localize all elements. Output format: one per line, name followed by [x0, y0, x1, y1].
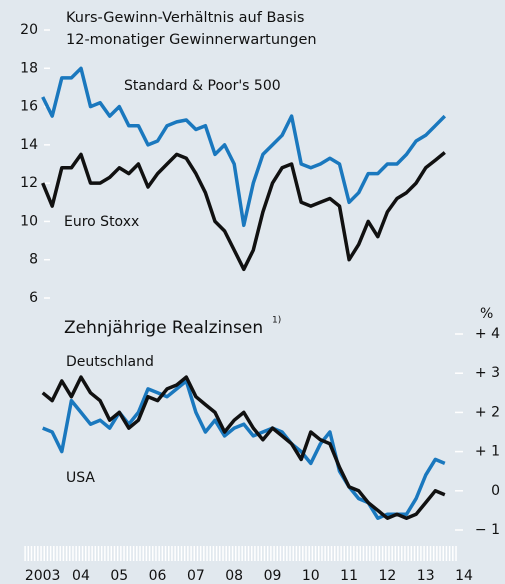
- series-line: [41, 375, 446, 520]
- x-tick-label: 06: [149, 568, 167, 584]
- x-tick-label: 08: [225, 568, 243, 584]
- series-label: Standard & Poor's 500: [124, 78, 281, 94]
- y-tick-label: 18: [20, 60, 38, 76]
- chart-title: Zehnjährige Realzinsen: [64, 318, 263, 338]
- y-tick-label: 0: [491, 483, 500, 499]
- series-line: [42, 379, 446, 520]
- chart-title: 12-monatiger Gewinnerwartungen: [66, 32, 317, 48]
- y-tick-label: − 1: [475, 522, 500, 538]
- x-tick-label: 12: [378, 568, 396, 584]
- y-tick-label: 10: [20, 213, 38, 229]
- unit-label: %: [480, 306, 493, 322]
- title-note: 1): [272, 316, 281, 326]
- x-tick-label: 10: [302, 568, 320, 584]
- y-tick-label: + 2: [475, 404, 500, 420]
- y-tick-label: 20: [20, 22, 38, 38]
- x-tick-label: 2003: [25, 568, 61, 584]
- series-label: USA: [66, 470, 95, 486]
- chart-title: Kurs-Gewinn-Verhältnis auf Basis: [66, 10, 304, 26]
- y-tick-label: + 4: [475, 326, 500, 342]
- x-tick-label: 07: [187, 568, 205, 584]
- series-label: Euro Stoxx: [64, 214, 139, 230]
- series-label: Deutschland: [66, 354, 154, 370]
- y-tick-label: + 3: [475, 365, 500, 381]
- y-tick-label: 14: [20, 137, 38, 153]
- x-tick-label: 14: [455, 568, 473, 584]
- x-tick-label: 05: [110, 568, 128, 584]
- series-line: [41, 151, 446, 272]
- y-tick-label: 6: [29, 290, 38, 306]
- y-tick-label: 8: [29, 252, 38, 268]
- y-tick-label: 16: [20, 99, 38, 115]
- series-line: [41, 66, 447, 228]
- y-tick-label: + 1: [475, 444, 500, 460]
- x-tick-label: 09: [264, 568, 282, 584]
- x-tick-label: 04: [72, 568, 90, 584]
- x-tick-label: 13: [417, 568, 435, 584]
- x-tick-label: 11: [340, 568, 358, 584]
- y-tick-label: 12: [20, 175, 38, 191]
